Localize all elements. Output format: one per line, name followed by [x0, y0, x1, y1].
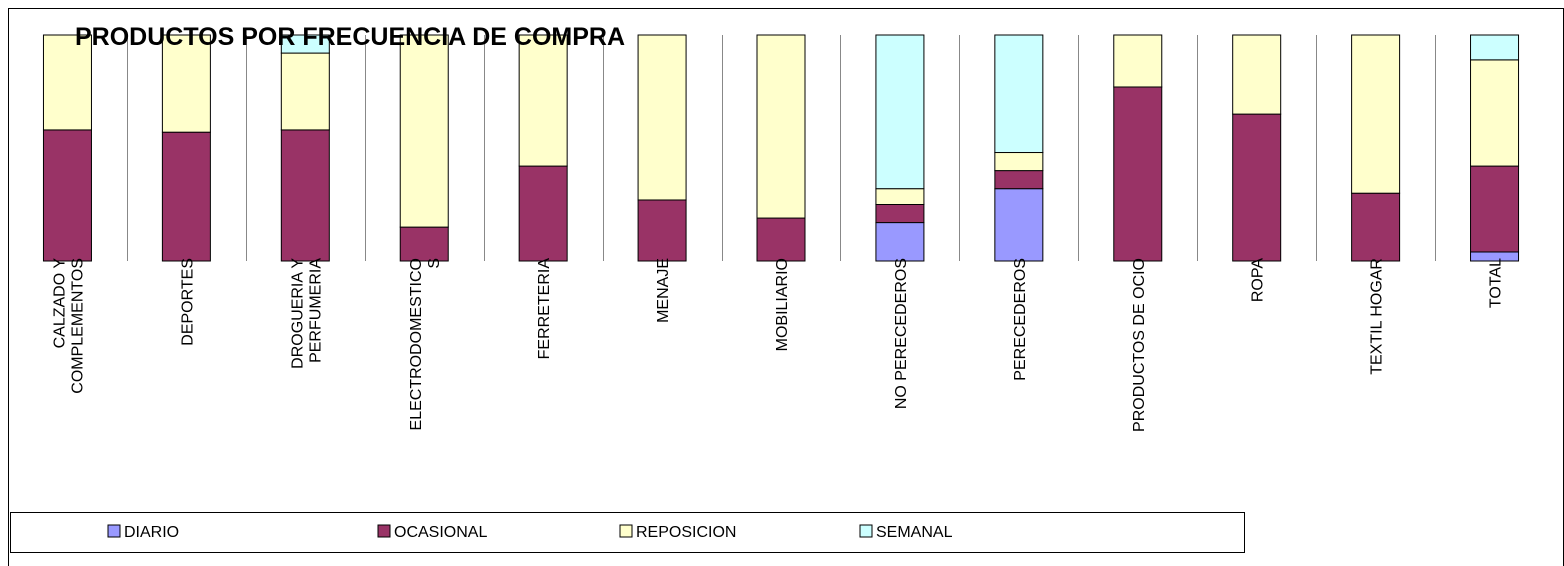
bar-segment	[994, 152, 1044, 172]
bar-segment	[875, 222, 925, 262]
bar-segment	[637, 34, 687, 201]
bar-segment	[1351, 192, 1401, 262]
bar-segment	[756, 217, 806, 262]
bar-segment	[518, 165, 568, 262]
x-tick-label: PRODUCTOS DE OCIO	[1131, 258, 1148, 432]
legend-label: REPOSICION	[636, 524, 736, 541]
x-tick-label: FERRETERIA	[536, 258, 553, 360]
legend-label: DIARIO	[124, 524, 179, 541]
x-tick-label: NO PERECEDEROS	[893, 258, 910, 409]
legend-label: SEMANAL	[876, 524, 953, 541]
bar-segment	[42, 129, 92, 262]
bar-segment	[161, 131, 211, 262]
x-tick-label: MENAJE	[655, 258, 672, 323]
bar-segment	[1113, 86, 1163, 262]
x-tick-label: MOBILIARIO	[774, 258, 791, 351]
chart-title: PRODUCTOS POR FRECUENCIA DE COMPRA	[75, 23, 625, 51]
bar-segment	[1470, 34, 1520, 61]
bar-segment	[1232, 113, 1282, 262]
x-tick-label: CALZADO YCOMPLEMENTOS	[51, 258, 86, 394]
bar-segment	[518, 34, 568, 167]
bar-segment	[875, 204, 925, 224]
bar-segment	[1470, 59, 1520, 167]
legend-label: OCASIONAL	[394, 524, 487, 541]
legend-swatch	[859, 524, 873, 538]
bar-segment	[994, 34, 1044, 154]
bar-segment	[1113, 34, 1163, 88]
plot-area: CALZADO YCOMPLEMENTOS DEPORTES DROGUERIA Y…	[42, 34, 1520, 432]
bar-segment	[637, 199, 687, 262]
legend-box	[10, 512, 1245, 553]
x-tick-label: PERECEDEROS	[1012, 258, 1029, 381]
x-tick-label: ROPA	[1250, 258, 1267, 302]
bar-segment	[161, 34, 211, 133]
bar-segment	[756, 34, 806, 219]
bar-segment	[875, 34, 925, 190]
bar-segment	[994, 188, 1044, 262]
bar-segment	[280, 52, 330, 131]
bar-segment	[399, 226, 449, 262]
x-tick-label: DROGUERIA YPERFUMERIA	[289, 258, 324, 369]
legend-swatch	[107, 524, 121, 538]
bar-segment	[1470, 165, 1520, 253]
legend-swatch	[377, 524, 391, 538]
x-tick-label: ELECTRODOMESTICOS	[408, 258, 443, 430]
x-tick-label: TOTAL	[1488, 258, 1505, 308]
bar-segment	[875, 188, 925, 205]
bar-segment	[1351, 34, 1401, 194]
bar-segment	[42, 34, 92, 131]
x-tick-label: TEXTIL HOGAR	[1369, 258, 1386, 375]
legend-swatch	[619, 524, 633, 538]
bar-segment	[994, 170, 1044, 190]
bar-segment	[399, 34, 449, 228]
legend: DIARIO OCASIONAL REPOSICION SEMANAL	[107, 524, 953, 541]
bar-segment	[280, 34, 330, 54]
bar-segment	[280, 129, 330, 262]
bar-segment	[1232, 34, 1282, 115]
x-tick-label: DEPORTES	[179, 258, 196, 346]
